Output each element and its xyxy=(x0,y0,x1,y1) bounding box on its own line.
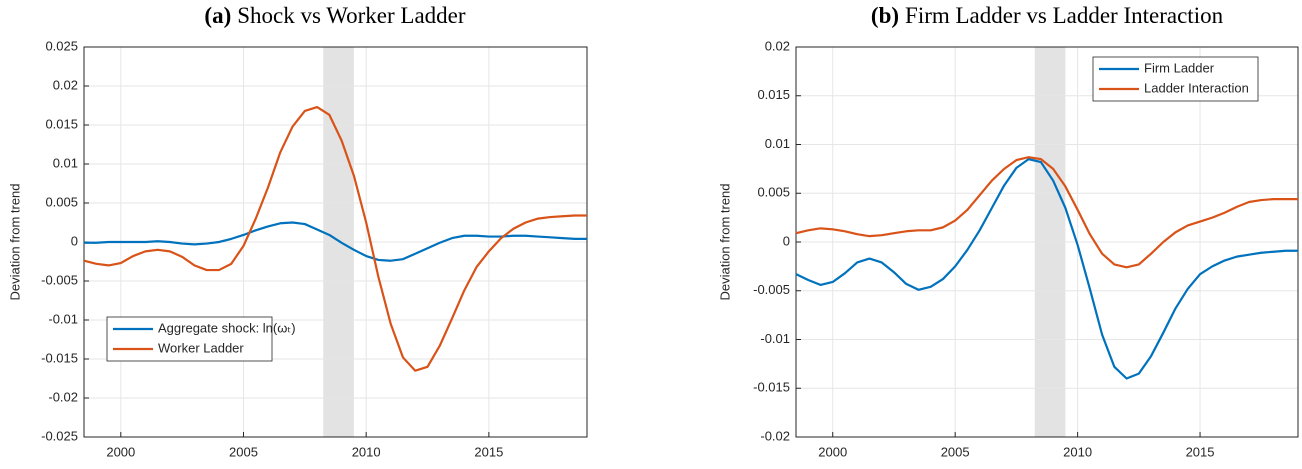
legend-label: Ladder Interaction xyxy=(1144,80,1249,95)
x-tick-label: 2005 xyxy=(229,444,258,459)
x-tick-label: 2005 xyxy=(941,444,970,459)
y-tick-label: 0.025 xyxy=(45,38,78,53)
y-tick-label: 0 xyxy=(71,233,78,248)
chart-title: (b) Firm Ladder vs Ladder Interaction xyxy=(871,3,1224,28)
y-tick-label: 0.015 xyxy=(757,87,790,102)
title-text: Shock vs Worker Ladder xyxy=(237,3,466,28)
data-line xyxy=(83,105,587,372)
data-line xyxy=(795,158,1298,380)
legend: Firm Ladder Ladder Interaction xyxy=(1092,56,1259,102)
y-tick-label: 0.005 xyxy=(757,185,790,200)
legend-box xyxy=(1092,56,1259,102)
data-line xyxy=(795,156,1298,269)
panel-label: (b) xyxy=(871,3,899,28)
legend-label: Aggregate shock: ln(ωₜ) xyxy=(158,320,296,335)
y-tick-label: 0.02 xyxy=(53,77,78,92)
y-tick-label: 0.02 xyxy=(765,38,790,53)
y-tick-label: -0.015 xyxy=(41,350,78,365)
legend: Aggregate shock: ln(ωₜ) Worker Ladder xyxy=(106,316,296,362)
y-tick-label: 0.01 xyxy=(765,136,790,151)
y-tick-label: 0.005 xyxy=(45,194,78,209)
y-tick-label: 0.01 xyxy=(53,155,78,170)
legend-label: Worker Ladder xyxy=(158,340,244,355)
chart-title: (a) Shock vs Worker Ladder xyxy=(204,3,465,28)
panel-label: (a) xyxy=(204,3,231,28)
x-tick-label: 2015 xyxy=(1186,444,1215,459)
axes-box xyxy=(795,46,1299,438)
x-tick-label: 2015 xyxy=(474,444,503,459)
title-text: Firm Ladder vs Ladder Interaction xyxy=(905,3,1224,28)
y-tick-label: -0.005 xyxy=(41,272,78,287)
x-tick-label: 2010 xyxy=(1063,444,1092,459)
y-tick-label: 0 xyxy=(783,233,790,248)
y-tick-label: -0.01 xyxy=(48,311,78,326)
x-tick-label: 2000 xyxy=(106,444,135,459)
legend-label: Firm Ladder xyxy=(1144,60,1215,75)
y-axis-label: Deviation from trend xyxy=(717,183,732,300)
y-tick-label: -0.025 xyxy=(41,428,78,443)
y-tick-label: 0.015 xyxy=(45,116,78,131)
y-tick-label: -0.01 xyxy=(760,331,790,346)
legend-box xyxy=(106,316,273,362)
y-tick-label: -0.02 xyxy=(760,428,790,443)
y-tick-label: -0.02 xyxy=(48,389,78,404)
x-tick-label: 2000 xyxy=(818,444,847,459)
y-tick-label: -0.015 xyxy=(753,380,790,395)
x-tick-label: 2010 xyxy=(352,444,381,459)
y-tick-label: -0.005 xyxy=(753,282,790,297)
y-axis-label: Deviation from trend xyxy=(7,183,22,300)
